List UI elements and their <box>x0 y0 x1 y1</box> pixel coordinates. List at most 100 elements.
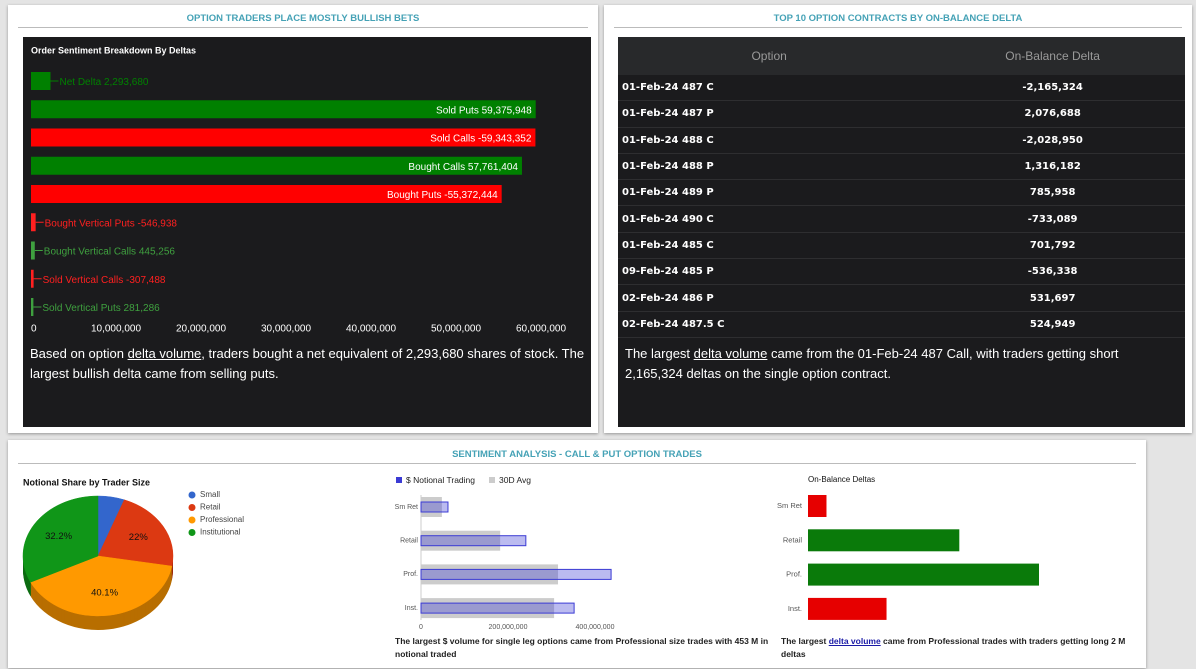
table-cell: 2,076,688 <box>920 100 1185 128</box>
legend-label: Small <box>200 490 220 499</box>
bar <box>808 495 827 517</box>
header-row: Option On-Balance Delta <box>618 37 1185 75</box>
table-body: 01-Feb-24 487 C -2,165,324 01-Feb-24 487 P… <box>618 75 1185 338</box>
x-tick-label: 0 <box>419 624 423 631</box>
y-tick-label: Inst. <box>788 604 802 613</box>
link[interactable]: delta volume <box>127 346 202 361</box>
data-label: Sold Vertical Puts 281,286 <box>42 303 160 314</box>
x-tick-label: 0 <box>31 324 37 335</box>
text: The largest <box>781 636 829 646</box>
table-cell: 01-Feb-24 485 C <box>618 232 921 260</box>
x-tick-label: 20,000,000 <box>176 324 226 335</box>
bar <box>31 213 36 232</box>
table-cell: 01-Feb-24 490 C <box>618 205 921 233</box>
table-cell: 531,697 <box>920 284 1185 312</box>
legend-label: $ Notional Trading <box>406 475 475 485</box>
table-cell: 524,949 <box>920 311 1185 338</box>
x-tick-label: 60,000,000 <box>516 324 566 335</box>
bar <box>808 563 1039 586</box>
table-cell: 01-Feb-24 487 C <box>618 75 921 102</box>
value-label: -55,372,444 <box>444 190 498 201</box>
table-row: 02-Feb-24 487.5 C 524,949 <box>618 311 1185 338</box>
value-label: 57,761,404 <box>468 161 518 172</box>
table-cell: 785,958 <box>920 179 1185 207</box>
table-row: 01-Feb-24 490 C -733,089 <box>618 205 1185 233</box>
chart-title: Order Sentiment Breakdown By Deltas <box>31 45 196 55</box>
text: came from Professional trades with trade… <box>781 636 1126 659</box>
value-label: -59,343,352 <box>478 133 532 144</box>
bar <box>31 241 35 260</box>
chart-title: Notional Share by Trader Size <box>23 477 150 487</box>
bar <box>808 597 887 620</box>
table-row: 01-Feb-24 487 P 2,076,688 <box>618 100 1185 128</box>
x-tick-label: 200,000,000 <box>489 624 528 631</box>
y-tick-label: Sm Ret <box>777 501 803 510</box>
divider <box>18 463 1136 464</box>
table-cell: -733,089 <box>920 205 1185 233</box>
column-header: On-Balance Delta <box>920 37 1185 75</box>
table-cell: 01-Feb-24 488 C <box>618 127 921 154</box>
table-row: 01-Feb-24 488 P 1,316,182 <box>618 153 1185 181</box>
summary: The largest delta volume came from the 0… <box>625 344 1175 384</box>
bar <box>31 100 536 119</box>
category-label: Sold Vertical Puts <box>42 303 120 314</box>
legend-marker <box>188 504 196 511</box>
table-cell: -2,028,950 <box>920 127 1185 154</box>
y-tick-label: Retail <box>783 535 803 544</box>
legend-label: Professional <box>200 515 244 524</box>
data-label: Bought Vertical Puts -546,938 <box>45 218 178 229</box>
bar <box>420 568 612 580</box>
bar <box>420 602 575 614</box>
legend-marker <box>188 491 196 499</box>
data-label: Sold Puts 59,375,948 <box>436 105 532 116</box>
data-label: 22% <box>129 532 149 543</box>
bar <box>31 185 502 203</box>
table-row: 02-Feb-24 486 P 531,697 <box>618 284 1185 312</box>
y-tick-label: Sm Ret <box>395 504 418 511</box>
caption: The largest $ volume for single leg opti… <box>395 636 769 659</box>
category-label: Bought Calls <box>408 161 465 172</box>
link[interactable]: delta volume <box>693 346 768 361</box>
text: The largest <box>625 346 694 361</box>
table-cell: -2,165,324 <box>920 75 1185 102</box>
pie-slice <box>30 555 173 617</box>
bar <box>31 128 536 147</box>
table-cell: 1,316,182 <box>920 153 1185 181</box>
y-tick-label: Prof. <box>403 571 418 578</box>
table-cell: 701,792 <box>920 232 1185 260</box>
value-label: -546,938 <box>137 218 177 229</box>
value-label: 445,256 <box>139 246 176 257</box>
x-tick-label: 50,000,000 <box>431 324 481 335</box>
x-tick-label: 30,000,000 <box>261 324 311 335</box>
legend-marker <box>188 529 196 536</box>
table-cell: 02-Feb-24 487.5 C <box>618 311 921 338</box>
summary: Based on option delta volume, traders bo… <box>30 344 586 384</box>
data-label: Bought Puts -55,372,444 <box>387 190 498 201</box>
bar <box>808 529 960 552</box>
table-row: 01-Feb-24 485 C 701,792 <box>618 232 1185 260</box>
divider <box>614 27 1182 28</box>
value-label: 59,375,948 <box>482 105 532 116</box>
x-tick-label: 400,000,000 <box>576 624 615 631</box>
value-label: 281,286 <box>124 303 161 314</box>
category-label: Sold Vertical Calls <box>43 274 124 285</box>
y-tick-label: Retail <box>400 538 418 545</box>
legend-marker <box>489 477 495 483</box>
value-label: 2,293,680 <box>104 77 149 88</box>
card-title: TOP 10 OPTION CONTRACTS BY ON-BALANCE DE… <box>773 13 1023 24</box>
category-label: Bought Vertical Puts <box>45 218 135 229</box>
x-tick-label: 10,000,000 <box>91 324 141 335</box>
table-cell: -536,338 <box>920 258 1185 286</box>
link[interactable]: delta volume <box>828 636 881 646</box>
x-tick-label: 40,000,000 <box>346 324 396 335</box>
divider <box>18 27 588 28</box>
card-title: OPTION TRADERS PLACE MOSTLY BULLISH BETS <box>186 13 420 24</box>
category-label: Bought Vertical Calls <box>44 246 136 257</box>
bar <box>31 72 51 90</box>
table-cell: 02-Feb-24 486 P <box>618 284 921 312</box>
data-label: Bought Vertical Calls 445,256 <box>44 246 176 257</box>
legend-marker <box>188 516 196 524</box>
data-label: Bought Calls 57,761,404 <box>408 161 518 172</box>
